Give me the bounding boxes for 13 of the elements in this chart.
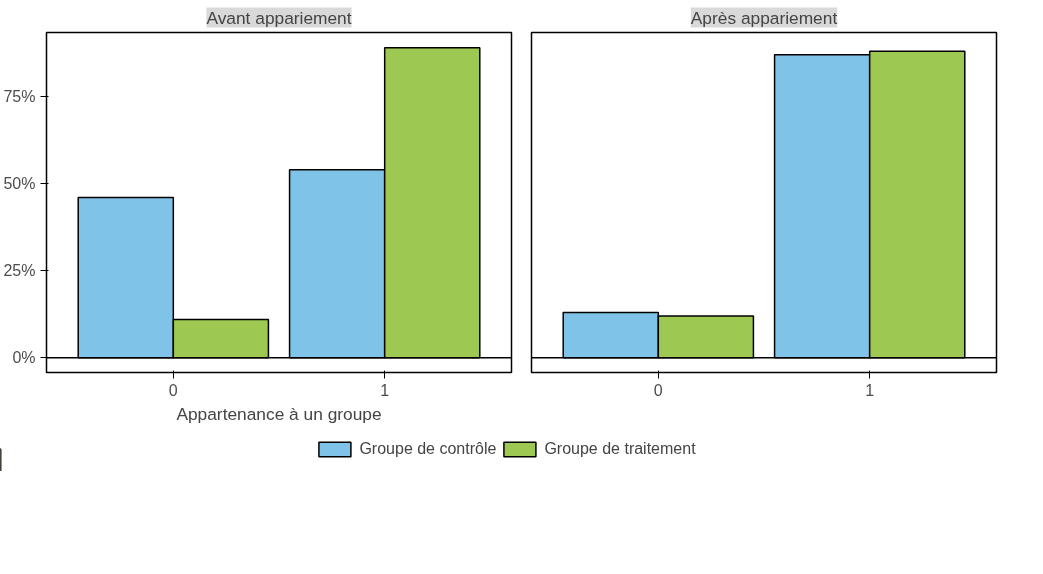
- legend-label: Groupe de contrôle: [359, 439, 497, 458]
- legend-label: Groupe de traitement: [544, 439, 696, 458]
- x-tick-label: 1: [380, 381, 390, 399]
- chart-title: Après appariement: [690, 7, 838, 28]
- x-axis-title: Appartenance à un groupe: [176, 403, 382, 424]
- chart-title: Avant appariement: [206, 7, 352, 28]
- x-tick-label: 1: [865, 381, 875, 399]
- x-tick-label: 0: [653, 381, 663, 399]
- y-tick-label: 50%: [3, 175, 36, 193]
- y-tick-label: 75%: [3, 88, 36, 106]
- x-tick-label: 0: [168, 381, 178, 399]
- y-tick-label: 0%: [12, 349, 36, 367]
- y-tick-label: 25%: [3, 262, 36, 280]
